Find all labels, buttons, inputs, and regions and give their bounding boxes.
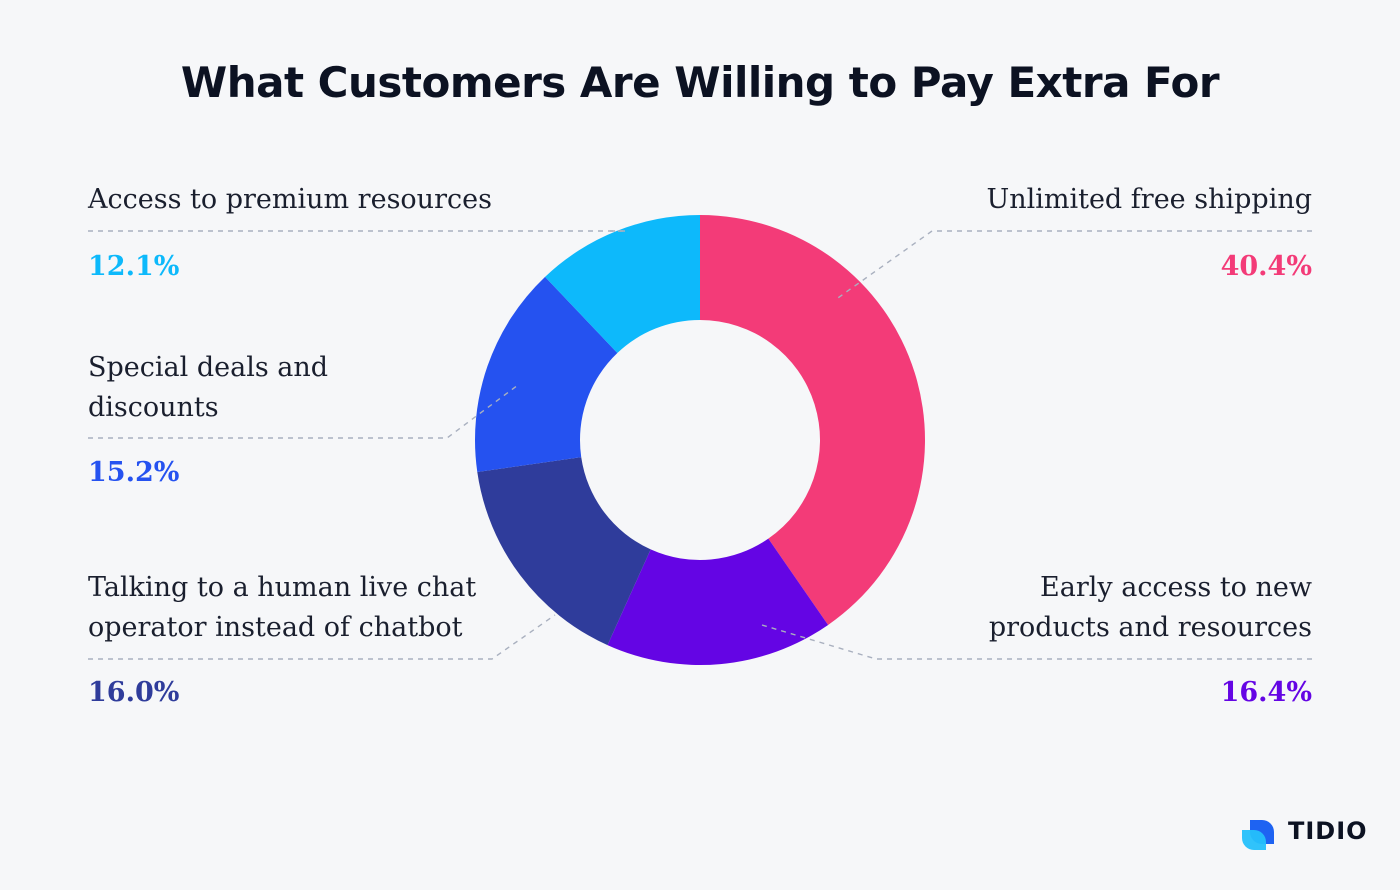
label-early: Early access to new products and resourc… (989, 568, 1312, 648)
chart-title: What Customers Are Willing to Pay Extra … (180, 58, 1220, 107)
slice-human (477, 457, 651, 646)
value-shipping: 40.4% (1220, 251, 1312, 282)
tidio-logo: TIDIO (1240, 812, 1368, 850)
label-shipping-line1: Unlimited free shipping (986, 184, 1312, 215)
label-premium: Access to premium resources (88, 180, 492, 220)
label-shipping: Unlimited free shipping (986, 180, 1312, 220)
label-human-line1: Talking to a human live chat (88, 572, 477, 603)
label-human-line2: operator instead of chatbot (88, 612, 463, 643)
value-early: 16.4% (1220, 677, 1312, 708)
leader-shipping (834, 230, 1312, 301)
value-premium: 12.1% (88, 251, 180, 282)
value-deals: 15.2% (88, 457, 180, 488)
slice-premium (545, 215, 700, 353)
label-human: Talking to a human live chat operator in… (88, 568, 476, 648)
label-deals: Special deals and discounts (88, 348, 328, 428)
value-human: 16.0% (88, 677, 180, 708)
label-premium-line1: Access to premium resources (88, 184, 492, 215)
slice-deals (475, 276, 618, 473)
slice-shipping (700, 215, 925, 625)
tidio-logo-icon (1242, 820, 1274, 850)
tidio-logo-text: TIDIO (1288, 817, 1368, 845)
label-early-line2: products and resources (988, 612, 1312, 643)
slice-early (607, 538, 829, 665)
label-early-line1: Early access to new (1040, 572, 1312, 603)
label-deals-line2: discounts (88, 392, 219, 423)
label-deals-line1: Special deals and (88, 352, 329, 383)
leader-human (88, 614, 556, 660)
